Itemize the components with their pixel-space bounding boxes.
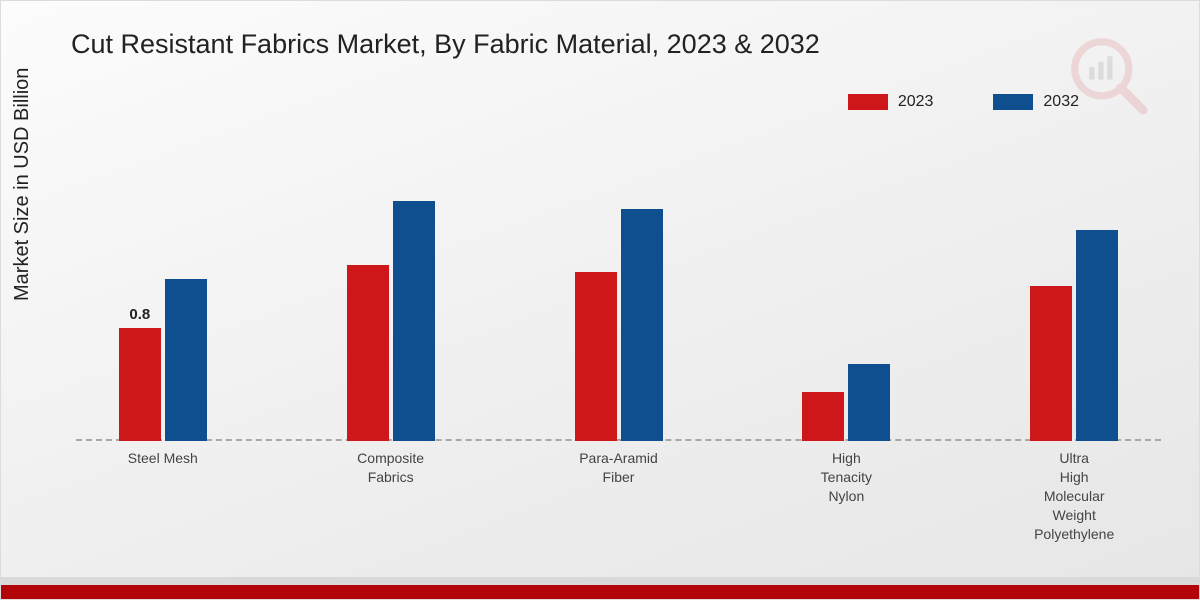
bar-group bbox=[786, 364, 906, 442]
bar-2032 bbox=[848, 364, 890, 442]
bar-2023: 0.8 bbox=[119, 328, 161, 441]
bar-group bbox=[1014, 230, 1134, 441]
legend-swatch-2032 bbox=[993, 94, 1033, 110]
bar-2023 bbox=[1030, 286, 1072, 441]
bar-value-label: 0.8 bbox=[129, 306, 150, 323]
chart-card: Cut Resistant Fabrics Market, By Fabric … bbox=[0, 0, 1200, 600]
x-tick-label: HighTenacityNylon bbox=[766, 449, 926, 506]
legend-swatch-2023 bbox=[848, 94, 888, 110]
bar-2023 bbox=[802, 392, 844, 441]
chart-title: Cut Resistant Fabrics Market, By Fabric … bbox=[71, 29, 820, 60]
footer-bar bbox=[1, 585, 1199, 599]
bar-group bbox=[559, 209, 679, 442]
bar-2032 bbox=[621, 209, 663, 442]
bar-2032 bbox=[393, 201, 435, 441]
bar-2023 bbox=[575, 272, 617, 441]
footer-divider bbox=[1, 577, 1199, 585]
bar-group bbox=[331, 201, 451, 441]
legend-label-2023: 2023 bbox=[898, 93, 934, 111]
legend: 2023 2032 bbox=[848, 93, 1079, 111]
y-axis-label: Market Size in USD Billion bbox=[11, 68, 34, 301]
x-tick-label: CompositeFabrics bbox=[311, 449, 471, 487]
bar-2023 bbox=[347, 265, 389, 441]
legend-item-2023: 2023 bbox=[848, 93, 934, 111]
x-tick-label: Para-AramidFiber bbox=[539, 449, 699, 487]
legend-item-2032: 2032 bbox=[993, 93, 1079, 111]
bar-2032 bbox=[165, 279, 207, 441]
legend-label-2032: 2032 bbox=[1043, 93, 1079, 111]
plot-area: 0.8 bbox=[76, 131, 1161, 441]
x-tick-label: Steel Mesh bbox=[83, 449, 243, 468]
x-tick-label: UltraHighMolecularWeightPolyethylene bbox=[994, 449, 1154, 543]
bar-2032 bbox=[1076, 230, 1118, 441]
bar-group: 0.8 bbox=[103, 279, 223, 441]
